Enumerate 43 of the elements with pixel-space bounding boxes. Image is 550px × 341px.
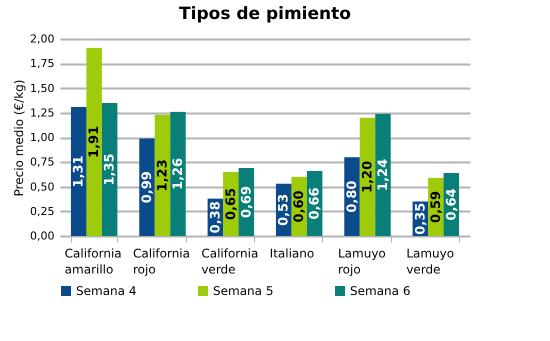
legend-label: Semana 6 [350,284,410,298]
data-label: 0,35 [413,202,428,235]
x-tick-label: California amarillo [64,246,122,276]
data-label: 0,38 [208,201,224,234]
y-tick-label: 0,25 [30,204,54,218]
y-axis-title: Precio medio (€/kg) [12,80,26,196]
y-tick-label: 0,00 [30,230,54,242]
data-label: 1,35 [102,153,118,186]
bar [102,103,118,236]
data-label: 0,80 [345,180,360,213]
legend-label: Semana 4 [76,284,136,298]
x-tick-label: Italiano [270,246,314,260]
x-tick-label: Lamuyo rojo [338,246,386,276]
bar [375,114,391,236]
data-label: 1,23 [156,159,170,192]
x-tick-label: California rojo [133,246,190,276]
y-tick-label: 1,50 [30,82,54,95]
data-label: 0,53 [276,194,292,226]
bar [170,112,186,236]
y-tick-label: 2,00 [30,32,54,46]
data-label: 0,66 [308,187,323,220]
data-label: 1,91 [87,126,102,158]
legend-label: Semana 5 [213,284,274,298]
bar [86,48,102,236]
x-tick-label: California verde [201,246,258,276]
bar [70,106,86,236]
chart-title: Tipos de pimiento [179,4,351,24]
data-label: 0,65 [224,188,239,220]
y-tick-label: 1,25 [30,106,54,120]
data-label: 1,31 [72,155,87,188]
data-label: 1,24 [376,158,391,191]
y-tick-label: 1,75 [30,57,54,70]
y-tick-label: 0,50 [30,180,54,194]
data-label: 0,99 [140,171,156,204]
data-label: 1,20 [360,160,376,193]
data-label: 0,60 [292,190,308,222]
data-label: 0,64 [444,188,460,221]
data-label: 1,26 [170,158,186,190]
y-tick-label: 0,75 [30,156,54,169]
data-label: 0,69 [239,186,254,218]
y-tick-label: 1,00 [30,131,54,144]
data-label: 0,59 [428,190,444,223]
x-tick-label: Lamuyo verde [406,246,454,276]
